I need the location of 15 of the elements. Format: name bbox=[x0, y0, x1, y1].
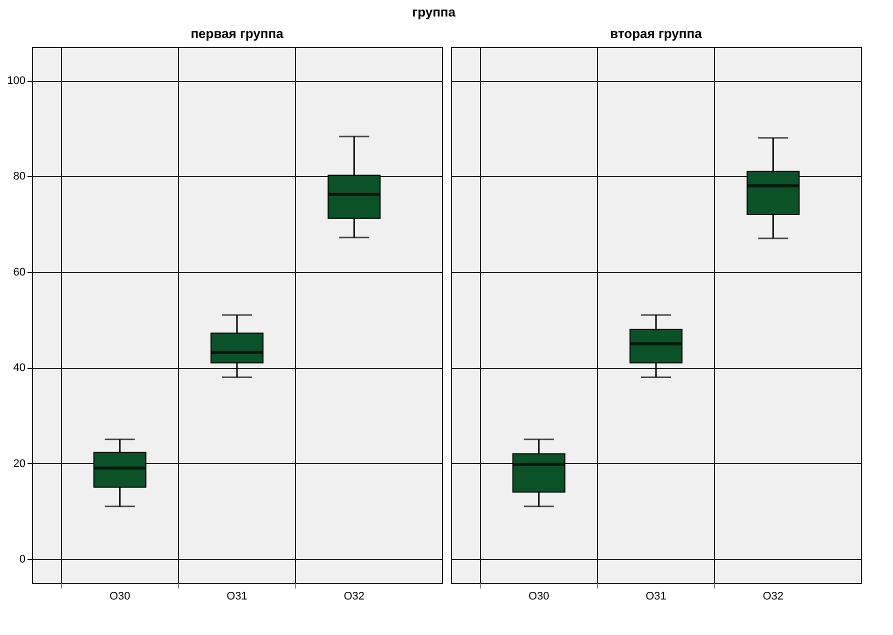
x-tick-label: O30 bbox=[528, 590, 550, 602]
y-tick-label: 20 bbox=[13, 458, 26, 470]
chart-title: первая группа bbox=[190, 26, 284, 41]
y-tick-label: 40 bbox=[13, 362, 26, 374]
chart-title: вторая группа bbox=[610, 26, 703, 41]
x-tick-label: O31 bbox=[226, 590, 248, 602]
x-tick-label: O30 bbox=[109, 590, 130, 602]
text: группа bbox=[412, 4, 456, 20]
y-tick-label: 80 bbox=[13, 170, 26, 183]
y-tick-label: 100 bbox=[7, 75, 26, 87]
x-tick-label: O31 bbox=[646, 590, 666, 602]
x-tick-label: O32 bbox=[344, 590, 365, 602]
x-tick-label: O32 bbox=[762, 590, 784, 602]
y-tick-label: 60 bbox=[13, 266, 26, 278]
y-tick-label: 0 bbox=[19, 554, 26, 566]
